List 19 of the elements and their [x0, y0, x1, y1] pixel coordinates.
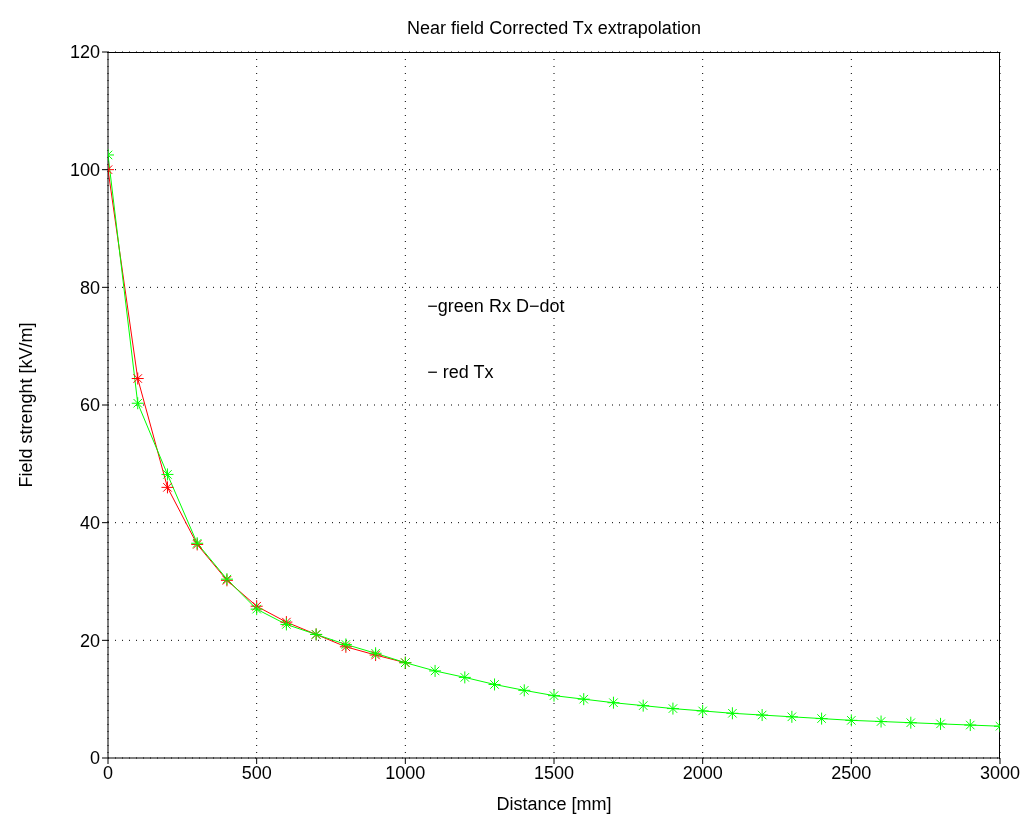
x-tick-label: 0	[102, 762, 114, 783]
x-tick-label: 3000	[979, 762, 1021, 783]
y-tick-label: 0	[89, 748, 100, 769]
y-tick-label: 60	[79, 395, 100, 416]
chart-title: Near field Corrected Tx extrapolation	[406, 18, 702, 39]
x-tick-label: 2000	[682, 762, 723, 783]
x-tick-label: 2500	[831, 762, 872, 783]
x-tick-label: 1500	[533, 762, 575, 783]
y-tick-label: 120	[69, 42, 100, 63]
annotation: − red Tx	[427, 361, 494, 383]
x-tick-label: 500	[241, 762, 272, 783]
x-axis-title: Distance [mm]	[496, 794, 612, 814]
y-tick-label: 40	[79, 513, 100, 534]
annotation: −green Rx D−dot	[427, 295, 565, 317]
y-tick-label: 100	[69, 160, 100, 181]
x-tick-label: 1000	[385, 762, 426, 783]
y-axis-title: Field strenght [kV/m]	[16, 322, 37, 488]
y-tick-label: 20	[79, 630, 100, 651]
y-tick-label: 80	[79, 277, 100, 298]
